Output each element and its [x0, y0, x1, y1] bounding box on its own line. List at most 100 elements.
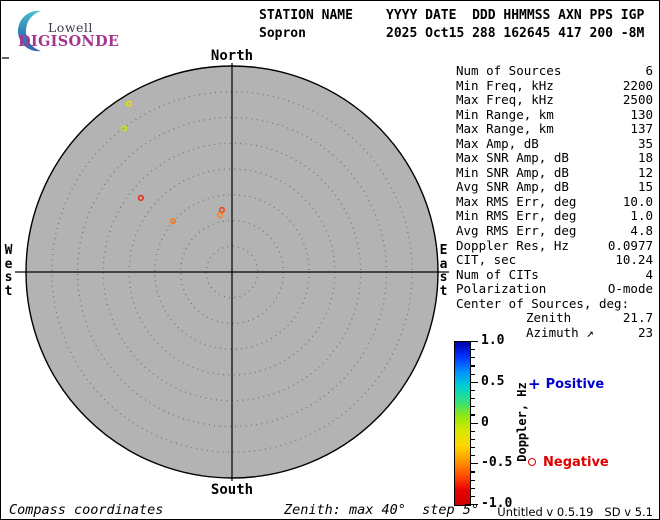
coordinate-system-label: Compass coordinates [9, 502, 164, 518]
colorbar-tick-label: -1.0 [481, 496, 513, 512]
colorbar-minor-tick [471, 373, 475, 375]
positive-legend: + Positive [528, 375, 604, 393]
stat-value: 35 [637, 135, 653, 151]
colorbar-tick-label: 0.5 [481, 373, 505, 389]
skymap-source-point [170, 218, 177, 225]
stat-value: 2500 [622, 92, 653, 108]
stat-label: Max SNR Amp, dB [456, 150, 569, 166]
compass-south-label: South [210, 482, 254, 498]
stat-row: Min Freq, kHz 2200 [456, 77, 653, 94]
colorbar-minor-tick [471, 446, 475, 449]
header-fields-label: YYYY DATE DDD HHMMSS AXN PPS IGP [386, 8, 645, 23]
skymap-source-point [125, 100, 132, 107]
stat-value: 18 [637, 150, 653, 166]
negative-legend-label: Negative [543, 455, 609, 470]
colorbar-minor-tick [471, 365, 475, 367]
colorbar-major-tick [471, 504, 478, 506]
stat-row: CIT, sec 10.24 [456, 253, 653, 268]
stat-value: 15 [637, 179, 653, 195]
stat-value: 12 [637, 164, 653, 180]
stat-label: Max Range, km [456, 121, 554, 137]
colorbar-minor-tick [471, 495, 475, 498]
stat-label: Azimuth ↗ [526, 324, 594, 340]
compass-east-label: East [439, 243, 448, 299]
stat-label: Num of CITs [456, 266, 539, 282]
stat-value: 2200 [622, 77, 653, 93]
stat-label: Min SNR Amp, dB [456, 164, 569, 180]
stat-row: Min Range, km 130 [456, 106, 653, 123]
header-station-label: STATION NAME [259, 8, 353, 23]
positive-marker-icon: + [528, 375, 541, 393]
colorbar-major-tick [471, 341, 478, 343]
stat-label: Min Freq, kHz [456, 77, 554, 93]
colorbar-minor-tick [471, 487, 475, 489]
stat-label: Num of Sources [456, 63, 562, 78]
stat-label: Max RMS Err, deg [456, 193, 577, 209]
colorbar-minor-tick [471, 414, 475, 416]
stat-row: Max RMS Err, deg 10.0 [456, 193, 653, 210]
stat-row: Azimuth ↗ 23 [456, 324, 653, 341]
stat-value: 4.8 [630, 223, 653, 239]
stat-label: Center of Sources, deg: [456, 295, 630, 311]
logo-arc-icon [17, 10, 41, 52]
stat-label: CIT, sec [456, 252, 517, 268]
skymap-source-point [218, 206, 226, 214]
stat-row: Polarization O-mode [456, 282, 653, 297]
colorbar-minor-tick [471, 479, 475, 481]
zenith-scale-label: Zenith: max 40° step 5° [284, 502, 480, 518]
stat-row: Min SNR Amp, dB 12 [456, 164, 653, 181]
colorbar-minor-tick [471, 389, 475, 392]
colorbar-minor-tick [471, 406, 475, 408]
stat-value: 4 [645, 266, 653, 282]
stat-value: 6 [645, 63, 653, 78]
stat-label: Zenith [526, 310, 572, 326]
stat-label: Avg SNR Amp, dB [456, 179, 569, 195]
stat-value: 10.24 [615, 252, 653, 268]
colorbar-minor-tick [471, 398, 475, 400]
stat-label: Min Range, km [456, 106, 554, 122]
stat-row: Num of CITs 4 [456, 266, 653, 283]
stat-label: Doppler Res, Hz [456, 237, 569, 253]
stat-label: Max Freq, kHz [456, 92, 554, 108]
stat-value: 130 [630, 106, 653, 122]
negative-legend: Negative [528, 455, 609, 470]
negative-marker-icon [528, 458, 536, 466]
colorbar-title: Doppler, Hz [515, 382, 529, 462]
compass-west-label: West [4, 243, 13, 299]
stat-row: Max Freq, kHz 2500 [456, 93, 653, 108]
stat-row: Min RMS Err, deg 1.0 [456, 209, 653, 224]
stats-panel: Num of Sources 6 Min Freq, kHz 2200 Max Freq… [456, 63, 653, 341]
colorbar-tick-label: 0 [481, 414, 489, 430]
compass-north-label: North [210, 48, 254, 64]
stat-label: Min RMS Err, deg [456, 208, 577, 224]
colorbar-major-tick [471, 463, 478, 465]
stat-row: Max SNR Amp, dB 18 [456, 151, 653, 166]
header-station-value: Sopron [259, 26, 306, 41]
stat-label: Max Amp, dB [456, 135, 539, 151]
stat-value: 0.0977 [607, 237, 653, 253]
stat-row: Zenith 21.7 [456, 311, 653, 326]
stat-row: Doppler Res, Hz 0.0977 [456, 237, 653, 254]
stat-value: 21.7 [622, 310, 653, 326]
skymap-source-point [121, 125, 128, 132]
colorbar-tick-label: 1.0 [481, 333, 505, 349]
colorbar-minor-tick [471, 430, 475, 432]
colorbar-minor-tick [471, 438, 475, 440]
doppler-colorbar [454, 341, 471, 506]
logo-digisonde-text: DIGISONDE [18, 33, 120, 50]
stat-row: Avg SNR Amp, dB 15 [456, 180, 653, 195]
colorbar-minor-tick [471, 349, 475, 351]
stat-row: Center of Sources, deg: [456, 295, 653, 312]
colorbar-minor-tick [471, 455, 475, 457]
colorbar-minor-tick [471, 471, 475, 473]
colorbar-major-tick [471, 422, 478, 424]
stat-value: 23 [637, 324, 653, 340]
stat-row: Max Range, km 137 [456, 122, 653, 137]
skymap-sources [121, 100, 226, 225]
stat-value: O-mode [607, 281, 653, 297]
stat-row: Max Amp, dB 35 [456, 135, 653, 152]
stat-label: Polarization [456, 281, 547, 297]
colorbar-tick-label: -0.5 [481, 455, 513, 471]
skymap-source-point [216, 212, 224, 219]
